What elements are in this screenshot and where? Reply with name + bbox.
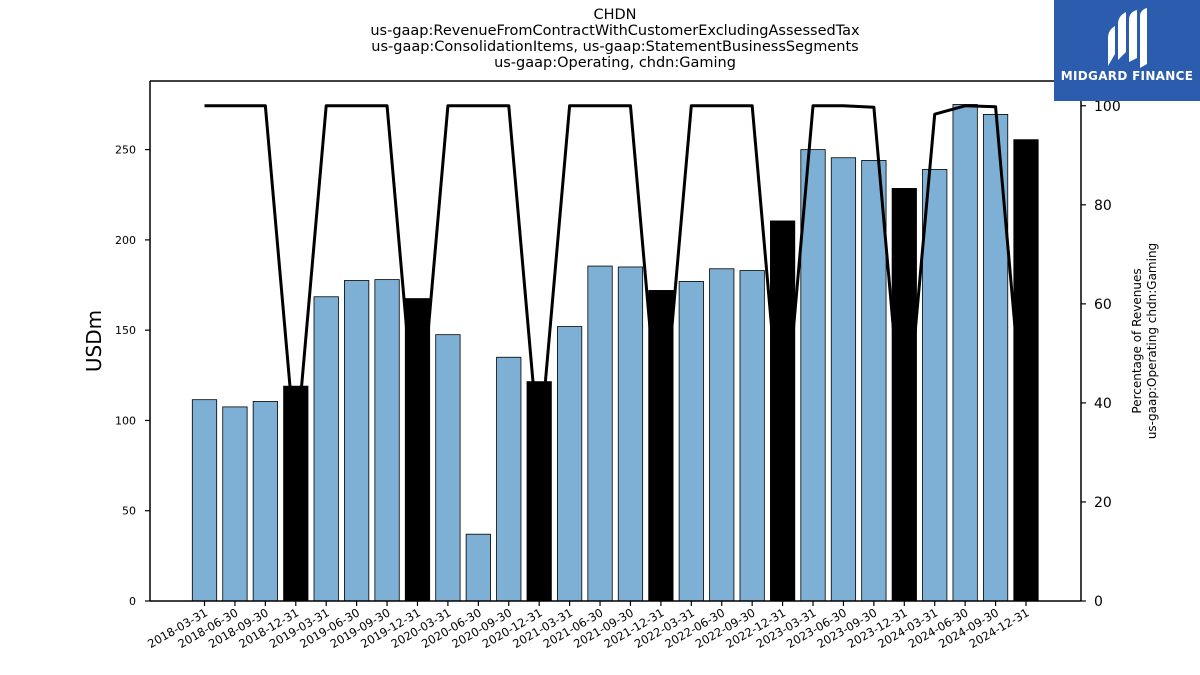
title-line-1: CHDN [593,7,637,23]
title-line-4: us-gaap:Operating, chdn:Gaming [494,55,736,71]
y2-axis-label-line-1: Percentage of Revenues [1130,268,1144,413]
y-tick-label: 50 [122,505,136,518]
bar-2018-12-31 [283,385,309,602]
bar-2020-06-30 [465,533,491,602]
logo-mark-icon [1108,8,1147,68]
bar-2019-03-31 [313,296,339,602]
bar-2020-03-31 [435,334,461,602]
percentage-line [204,104,1028,454]
bar-2021-09-30 [617,266,644,602]
y-tick-label: 0 [129,595,136,608]
bar-2021-03-31 [557,326,583,602]
bar-2022-06-30 [709,268,735,602]
title-line-2: us-gaap:RevenueFromContractWithCustomerE… [370,23,860,39]
y2-tick-label: 80 [1094,198,1112,214]
percentage-line-group [204,104,1028,454]
bar-2024-06-30 [952,104,978,602]
bar-2020-12-31 [526,381,552,602]
bar-2020-09-30 [496,356,522,602]
bar-2022-12-31 [769,220,796,602]
logo-text: MIDGARD FINANCE [1060,69,1194,83]
title-line-3: us-gaap:ConsolidationItems, us-gaap:Stat… [371,39,859,55]
y-tick-label: 100 [115,414,136,427]
bar-2018-03-31 [191,399,218,602]
y2-tick-label: 100 [1094,99,1121,115]
bar-2019-06-30 [344,280,370,602]
y2-axis-label-line-2: us-gaap:Operating chdn:Gaming [1145,243,1159,439]
bar-2022-03-31 [678,281,704,602]
y-tick-label: 200 [115,234,136,247]
bar-2018-06-30 [222,406,248,602]
bar-2019-09-30 [374,279,400,602]
bar-2023-09-30 [861,160,887,602]
y-axis-label: USDm [82,310,106,372]
axes-group [149,80,1082,602]
y-tick-label: 150 [115,324,136,337]
y2-tick-label: 20 [1094,495,1112,511]
bar-2018-09-30 [252,401,278,602]
chart-title: CHDN us-gaap:RevenueFromContractWithCust… [165,7,1065,71]
y2-tick-label: 0 [1094,594,1103,610]
y-tick-label: 250 [115,144,136,157]
bar-2024-03-31 [922,169,948,602]
midgard-finance-logo: MIDGARD FINANCE [1054,0,1200,101]
bars-group [191,104,1039,602]
bar-2023-06-30 [830,157,857,602]
bar-2021-06-30 [587,265,613,602]
bar-2023-12-31 [891,188,917,602]
bar-2022-09-30 [739,270,765,602]
y2-tick-label: 60 [1094,297,1112,313]
y2-tick-label: 40 [1094,396,1112,412]
bar-2023-03-31 [800,149,826,602]
